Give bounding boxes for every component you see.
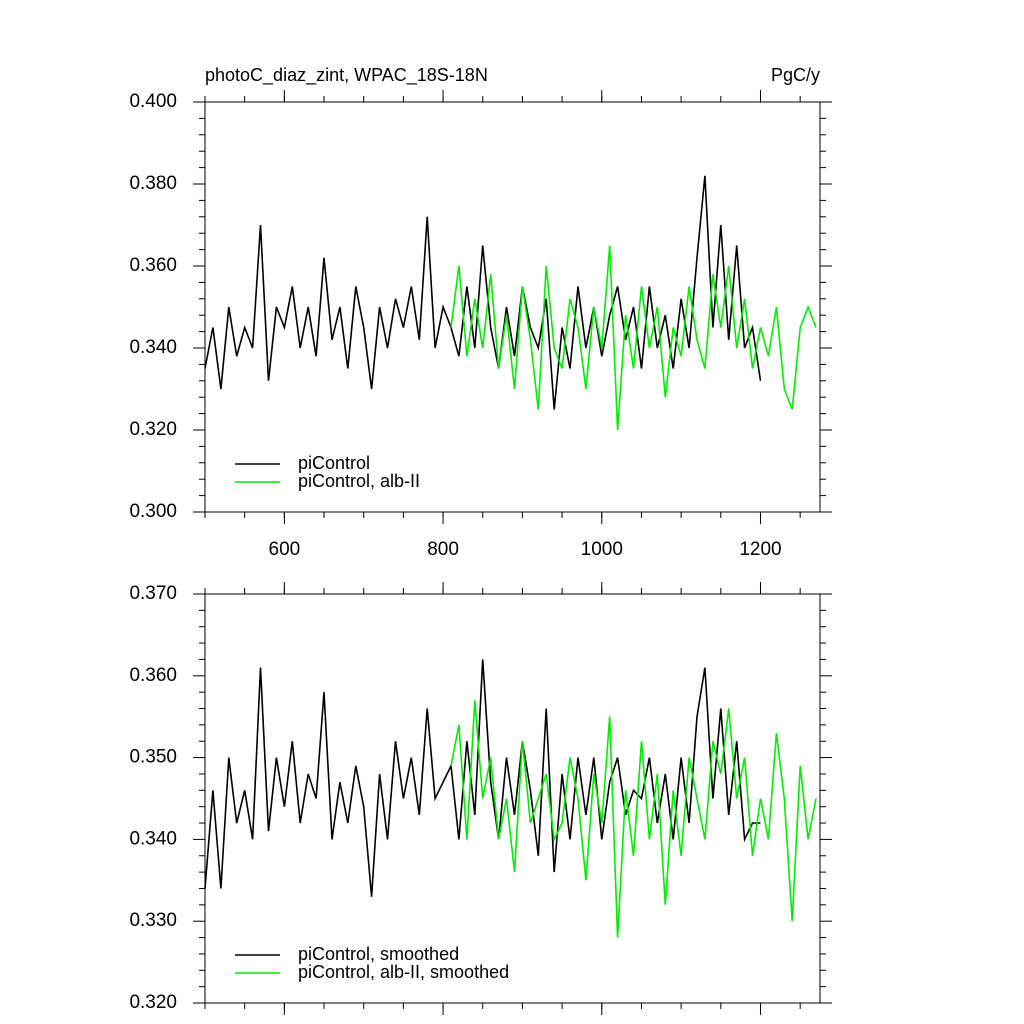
y-tick-label: 0.330 bbox=[129, 910, 177, 931]
series-line bbox=[450, 700, 817, 938]
y-tick-label: 0.370 bbox=[129, 583, 177, 604]
units-label: PgC/y bbox=[771, 65, 820, 85]
x-tick-label: 800 bbox=[427, 539, 459, 560]
x-tick-label: 600 bbox=[269, 539, 301, 560]
series-line bbox=[204, 175, 762, 410]
y-tick-label: 0.380 bbox=[129, 173, 177, 194]
plot-frame bbox=[204, 593, 821, 1004]
x-tick-label: 1200 bbox=[739, 539, 781, 560]
series-line bbox=[450, 245, 817, 431]
y-tick-label: 0.320 bbox=[129, 419, 177, 440]
series-line bbox=[204, 659, 761, 897]
y-tick-label: 0.340 bbox=[129, 337, 177, 358]
legend-label: piControl, smoothed bbox=[298, 944, 459, 964]
x-tick-label: 1000 bbox=[581, 539, 623, 560]
plot-frame bbox=[204, 101, 821, 513]
y-tick-label: 0.360 bbox=[129, 665, 177, 686]
y-tick-label: 0.400 bbox=[129, 91, 177, 112]
y-tick-label: 0.350 bbox=[129, 747, 177, 768]
y-tick-label: 0.320 bbox=[129, 992, 177, 1013]
y-tick-label: 0.340 bbox=[129, 828, 177, 849]
legend-label: piControl, alb-II, smoothed bbox=[298, 962, 509, 982]
chart-title: photoC_diaz_zint, WPAC_18S-18N bbox=[205, 65, 488, 86]
y-tick-label: 0.360 bbox=[129, 255, 177, 276]
legend-label: piControl, alb-II bbox=[298, 471, 420, 491]
legend-label: piControl bbox=[298, 453, 370, 473]
y-tick-label: 0.300 bbox=[129, 501, 177, 522]
